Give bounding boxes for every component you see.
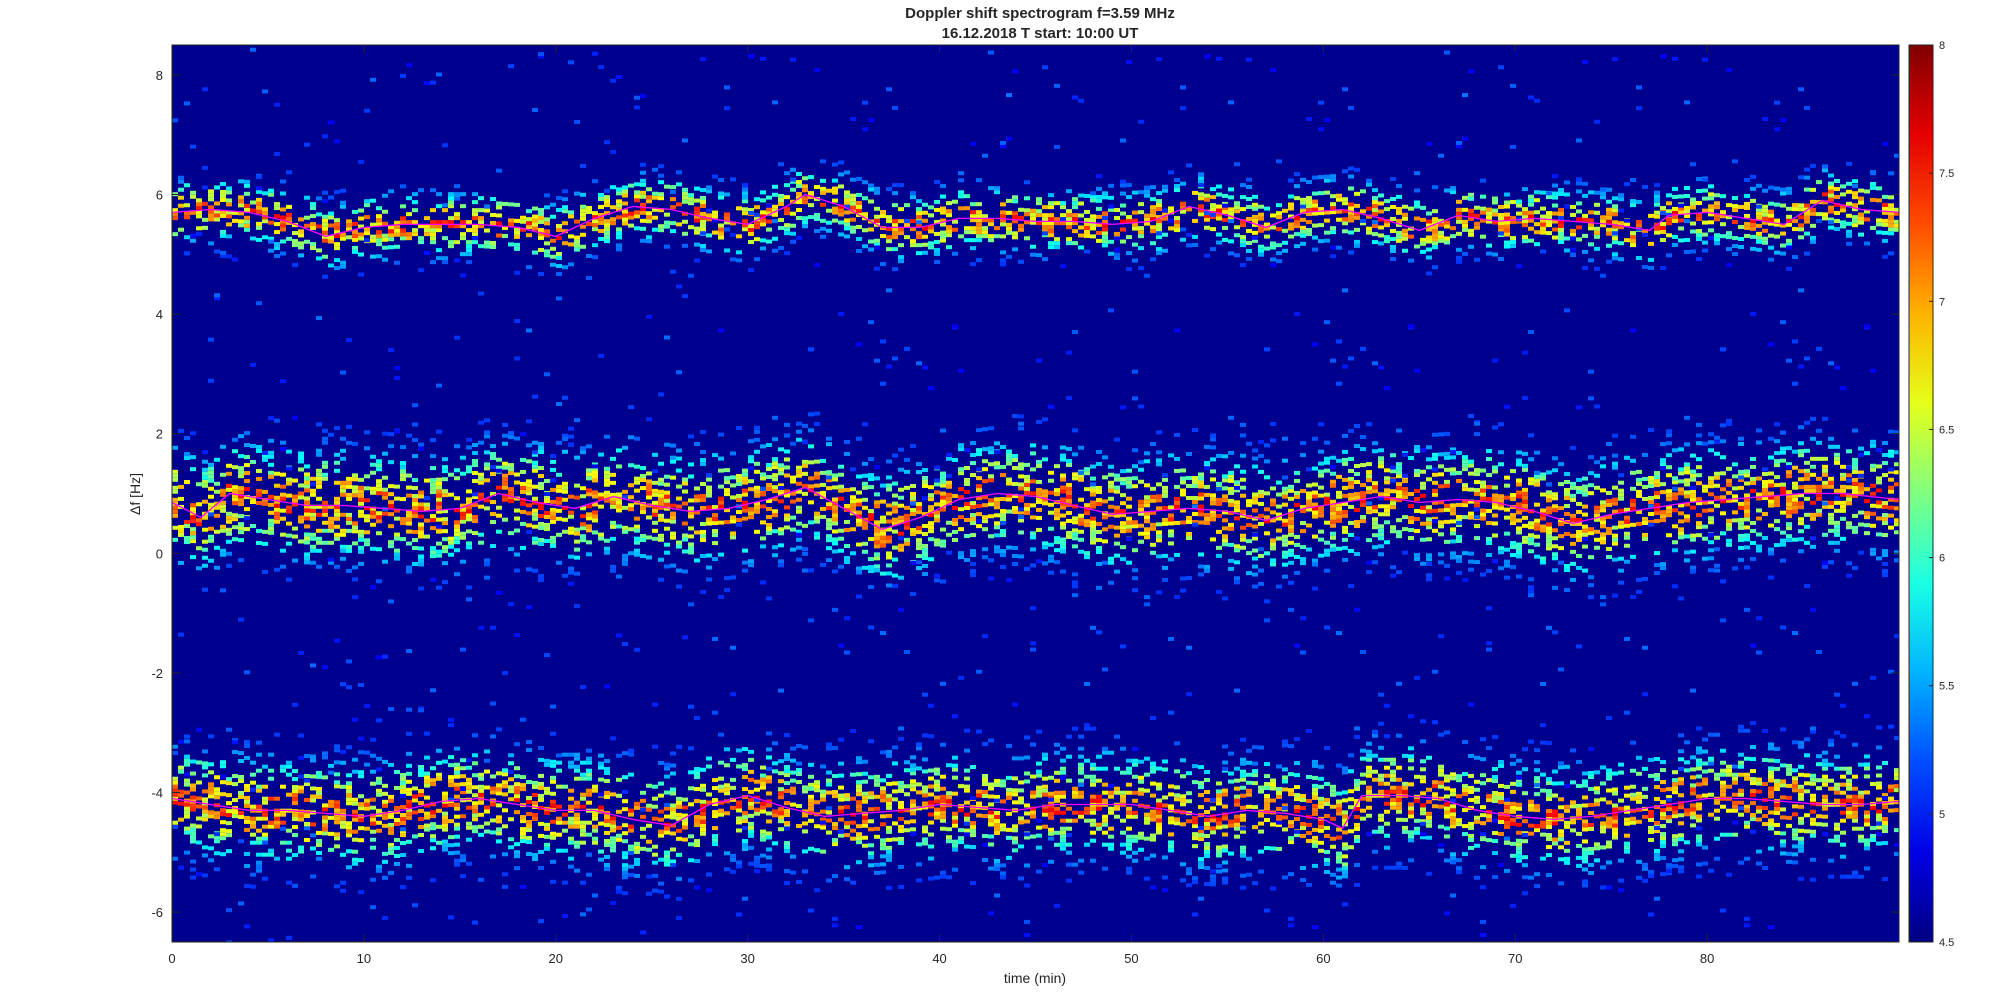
x-tick-label: 0 (168, 951, 175, 966)
ridge-line-3 (172, 794, 1899, 830)
colorbar-tick-label: 7.5 (1939, 168, 1954, 180)
x-tick-label: 80 (1700, 951, 1714, 966)
x-tick-label: 30 (740, 951, 754, 966)
plot-frame (171, 44, 1900, 943)
y-tick-label: 4 (156, 307, 163, 322)
ridge-line-1 (172, 193, 1899, 238)
x-tick-label: 60 (1316, 951, 1330, 966)
x-tick-label: 20 (549, 951, 563, 966)
y-tick-label: 2 (156, 427, 163, 442)
y-tick-label: -4 (151, 786, 163, 801)
chart-title: Doppler shift spectrogram f=3.59 MHz (905, 5, 1175, 22)
heatmap-layer (172, 47, 1899, 942)
y-tick-label: -2 (151, 666, 163, 681)
x-tick-label: 70 (1508, 951, 1522, 966)
ridge-line-2 (172, 486, 1899, 531)
y-axis-label: Δf [Hz] (127, 473, 143, 515)
colorbar-axis: 4.5 5 5.5 6 6.5 7 7.5 8 (1929, 40, 1954, 949)
colorbar-tick-label: 7 (1939, 296, 1945, 308)
colorbar-tick-label: 6.5 (1939, 424, 1954, 436)
y-tick-label: 6 (156, 188, 163, 203)
x-tick-label: 50 (1124, 951, 1138, 966)
tracked-lines (172, 193, 1899, 830)
colorbar-tick-label: 4.5 (1939, 937, 1954, 949)
y-tick-label: 8 (156, 68, 163, 83)
colorbar-tick-label: 5.5 (1939, 681, 1954, 693)
y-tick-label: 0 (156, 546, 163, 561)
y-tick-label: -6 (151, 905, 163, 920)
chart-subtitle: 16.12.2018 T start: 10:00 UT (942, 25, 1139, 42)
colorbar-tick-label: 6 (1939, 553, 1945, 565)
x-tick-label: 10 (357, 951, 371, 966)
x-axis: 0 10 20 30 40 50 60 70 80 (168, 45, 1714, 966)
x-tick-label: 40 (932, 951, 946, 966)
colorbar (1908, 44, 1934, 943)
y-axis: -6 -4 -2 0 2 4 6 8 (151, 68, 1899, 920)
x-axis-label: time (min) (1004, 970, 1066, 986)
colorbar-tick-label: 5 (1939, 809, 1945, 821)
colorbar-tick-label: 8 (1939, 40, 1945, 52)
